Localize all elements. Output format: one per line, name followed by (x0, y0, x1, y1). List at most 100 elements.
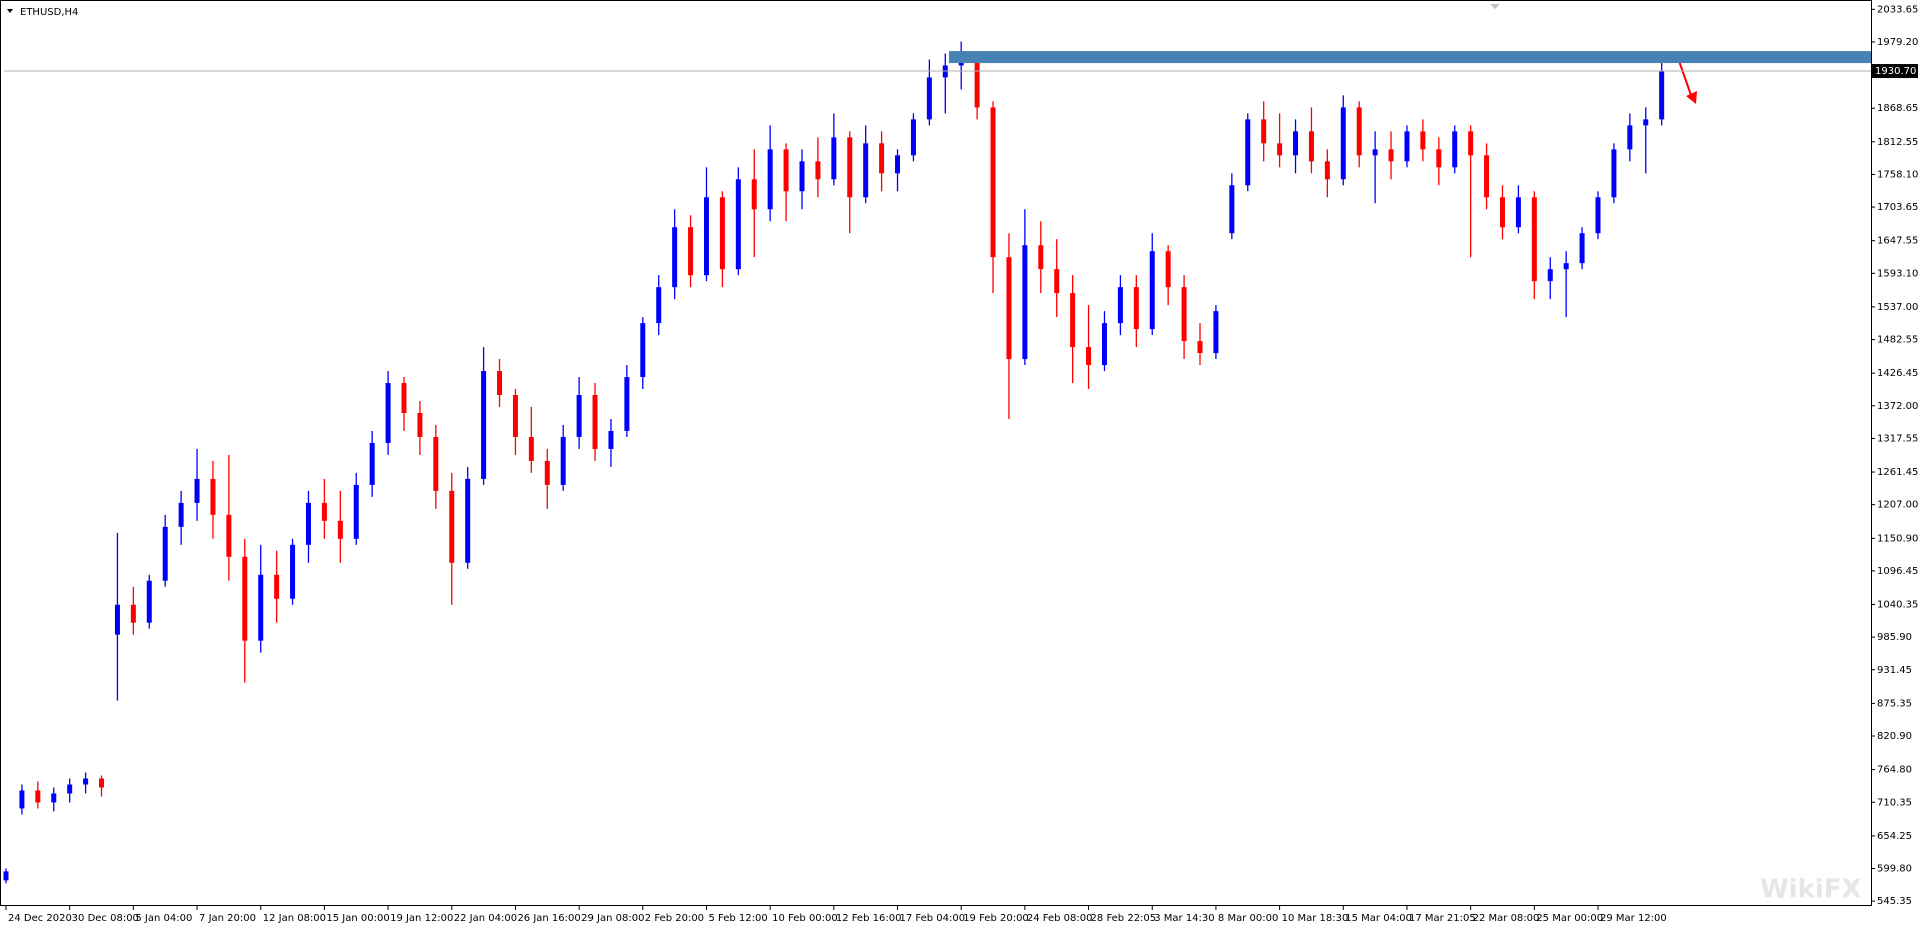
candle-body (1643, 119, 1649, 126)
candle-body (1308, 131, 1314, 162)
y-tick-label: 1040.35 (1877, 600, 1918, 611)
candle-body (1133, 287, 1139, 330)
y-tick-label: 710.35 (1877, 797, 1912, 808)
y-tick-label: 545.35 (1877, 896, 1912, 907)
current-price-label: 1930.70 (1875, 66, 1916, 77)
x-tick-label: 15 Mar 04:00 (1345, 913, 1412, 924)
candle-body (1293, 131, 1299, 156)
candle-body (258, 574, 264, 641)
y-tick-label: 654.25 (1877, 831, 1912, 842)
candle-body (3, 871, 9, 881)
candle-body (1149, 251, 1155, 330)
candle-body (688, 227, 694, 276)
candle-body (640, 323, 646, 378)
arrow-head (1686, 91, 1697, 104)
x-tick-label: 24 Feb 08:00 (1027, 913, 1093, 924)
candle-body (719, 197, 725, 270)
candle-body (608, 430, 614, 449)
candle-body (560, 436, 566, 485)
y-tick-label: 1372.00 (1877, 401, 1918, 412)
x-tick-label: 17 Mar 21:05 (1409, 913, 1476, 924)
candle-body (353, 484, 359, 539)
y-tick-label: 599.80 (1877, 863, 1912, 874)
candle-body (369, 442, 375, 485)
y-tick-label: 764.80 (1877, 765, 1912, 776)
x-tick-label: 12 Jan 08:00 (263, 913, 326, 924)
symbol-menu-icon (7, 9, 13, 13)
candle-body (1070, 293, 1076, 348)
candle-body (1452, 131, 1458, 168)
plot-frame (0, 0, 1872, 906)
candle-body (1420, 131, 1426, 150)
candle-body (1356, 107, 1362, 156)
candle-body (162, 526, 168, 581)
y-tick-label: 1593.10 (1877, 268, 1918, 279)
y-tick-label: 1426.45 (1877, 368, 1918, 379)
candle-body (879, 143, 885, 174)
candle-body (847, 137, 853, 198)
x-tick-label: 28 Feb 22:05 (1091, 913, 1157, 924)
candle-body (863, 143, 869, 198)
x-tick-label: 19 Feb 20:00 (963, 913, 1029, 924)
candle-body (1531, 197, 1537, 282)
candle-body (321, 502, 327, 521)
candle-body (290, 544, 296, 599)
candle-body (114, 604, 120, 635)
watermark: WikiFX (1760, 875, 1862, 905)
candle-body (1547, 269, 1553, 282)
candle-body (528, 436, 534, 461)
candle-body (783, 149, 789, 192)
y-tick-label: 1482.55 (1877, 335, 1918, 346)
candle-body (1229, 185, 1235, 234)
candle-body (1197, 341, 1203, 354)
candle-body (226, 514, 232, 557)
candle-body (1165, 251, 1171, 288)
y-tick-label: 1703.65 (1877, 202, 1918, 213)
candle-body (1117, 287, 1123, 324)
candle-body (1563, 263, 1569, 270)
y-tick-label: 2033.65 (1877, 4, 1918, 15)
candle-body (1388, 149, 1394, 162)
x-tick-label: 12 Feb 16:00 (836, 913, 902, 924)
candle-body (1324, 161, 1330, 180)
chart-title: ETHUSD,H4 (20, 7, 78, 18)
y-tick-label: 1979.20 (1877, 37, 1918, 48)
candle-body (656, 287, 662, 324)
x-tick-label: 10 Mar 18:30 (1282, 913, 1349, 924)
candle-body (242, 556, 248, 641)
y-tick-label: 1150.90 (1877, 533, 1918, 544)
candle-body (990, 107, 996, 258)
candle-body (51, 793, 57, 803)
candle-body (433, 436, 439, 491)
candle-body (194, 478, 200, 503)
y-tick-label: 931.45 (1877, 665, 1912, 676)
x-tick-label: 10 Feb 00:00 (772, 913, 838, 924)
y-tick-label: 1647.55 (1877, 236, 1918, 247)
candle-body (1245, 119, 1251, 186)
candle-body (449, 490, 455, 563)
candle-body (210, 478, 216, 515)
candle-body (1499, 197, 1505, 228)
x-tick-label: 5 Jan 04:00 (135, 913, 192, 924)
candle-body (751, 179, 757, 210)
x-tick-label: 8 Mar 00:00 (1218, 913, 1278, 924)
candle-body (1054, 269, 1060, 294)
x-tick-label: 2 Feb 20:00 (645, 913, 704, 924)
candle-body (512, 395, 518, 437)
candle-body (385, 383, 391, 443)
candle-body (592, 395, 598, 449)
candle-body (481, 371, 487, 479)
candle-body (1372, 149, 1378, 156)
candle-body (178, 502, 184, 527)
shift-marker (1490, 4, 1500, 9)
y-tick-label: 1537.00 (1877, 302, 1918, 313)
candle-body (1261, 119, 1267, 144)
y-tick-label: 1317.55 (1877, 433, 1918, 444)
candle-body (1515, 197, 1521, 228)
candle-body (274, 574, 280, 599)
x-tick-label: 22 Jan 04:00 (454, 913, 517, 924)
y-tick-label: 1207.00 (1877, 500, 1918, 511)
candle-body (465, 478, 471, 563)
x-tick-label: 17 Feb 04:00 (900, 913, 966, 924)
candle-body (1213, 311, 1219, 354)
